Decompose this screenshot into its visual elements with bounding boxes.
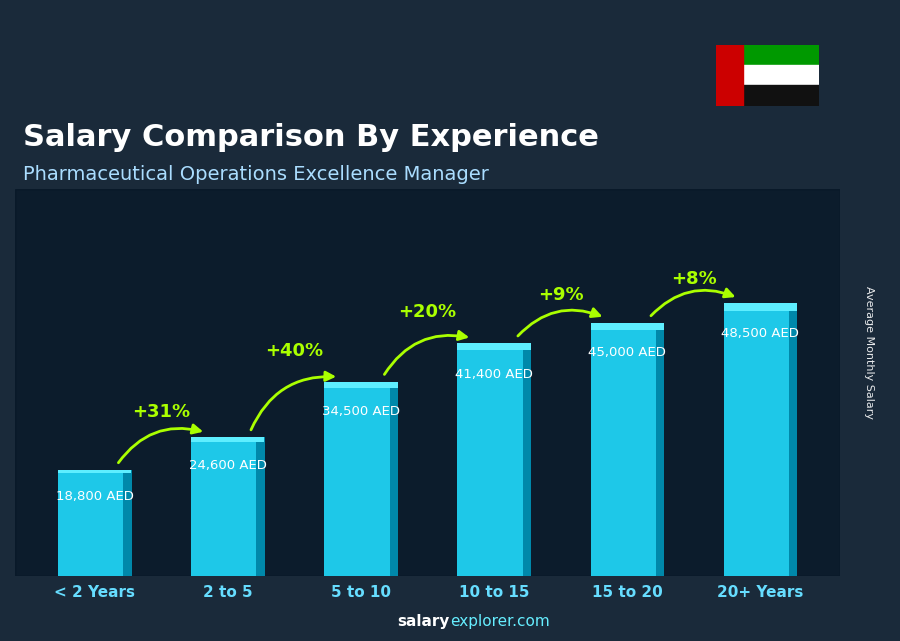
Text: salary: salary xyxy=(398,615,450,629)
Text: explorer.com: explorer.com xyxy=(450,615,550,629)
Bar xyxy=(256,437,266,576)
Bar xyxy=(324,382,398,576)
Text: +31%: +31% xyxy=(132,403,191,420)
Bar xyxy=(724,303,796,312)
Text: 48,500 AED: 48,500 AED xyxy=(721,327,799,340)
Bar xyxy=(716,85,819,106)
Text: 18,800 AED: 18,800 AED xyxy=(56,490,134,503)
Bar xyxy=(523,343,531,576)
Bar xyxy=(716,45,819,65)
Text: +9%: +9% xyxy=(538,287,583,304)
Text: Pharmaceutical Operations Excellence Manager: Pharmaceutical Operations Excellence Man… xyxy=(23,165,489,185)
Bar xyxy=(655,323,664,576)
Bar xyxy=(192,437,265,576)
Bar xyxy=(324,382,398,388)
Bar xyxy=(123,470,132,576)
Bar xyxy=(457,343,531,350)
Bar xyxy=(192,437,265,442)
Text: 34,500 AED: 34,500 AED xyxy=(322,405,400,419)
Bar xyxy=(724,303,796,576)
Text: +8%: +8% xyxy=(670,270,716,288)
Text: 45,000 AED: 45,000 AED xyxy=(589,346,666,360)
Text: 41,400 AED: 41,400 AED xyxy=(455,369,533,381)
Text: 24,600 AED: 24,600 AED xyxy=(189,459,266,472)
Text: +40%: +40% xyxy=(266,342,323,360)
Bar xyxy=(590,323,663,576)
Text: Average Monthly Salary: Average Monthly Salary xyxy=(863,286,874,419)
Bar xyxy=(716,45,743,106)
Bar xyxy=(590,323,663,330)
Text: +20%: +20% xyxy=(399,303,456,321)
Bar xyxy=(390,382,399,576)
Bar xyxy=(15,188,840,576)
Text: Salary Comparison By Experience: Salary Comparison By Experience xyxy=(23,123,599,152)
Bar xyxy=(457,343,531,576)
Bar xyxy=(58,470,131,576)
Bar xyxy=(58,470,131,473)
Bar xyxy=(788,303,797,576)
Bar xyxy=(716,65,819,85)
